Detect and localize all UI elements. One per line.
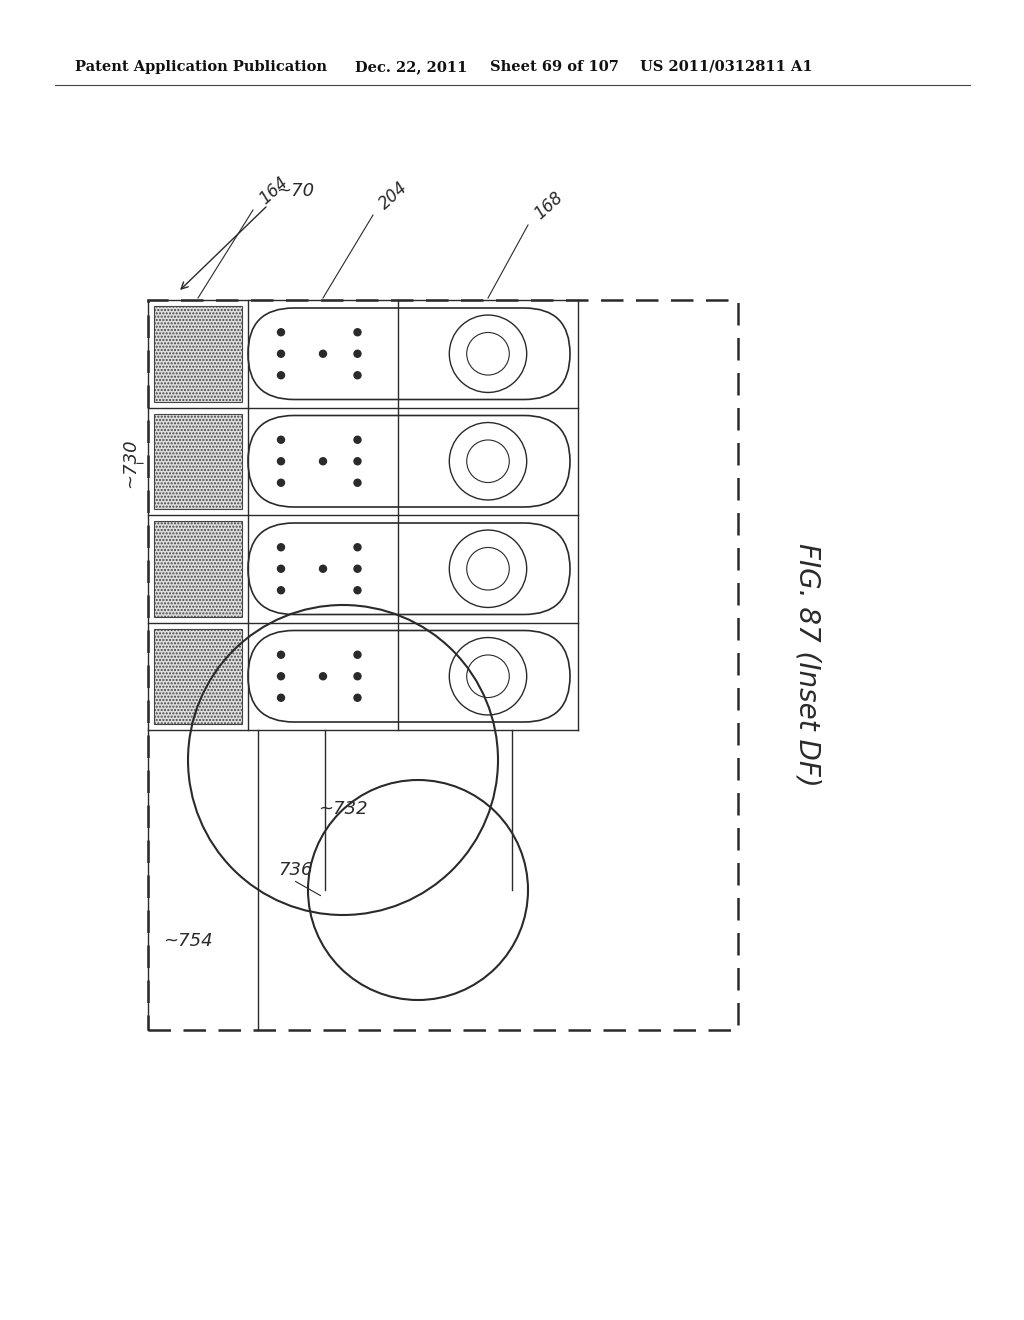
Circle shape	[354, 329, 361, 335]
Text: FIG. 87 (Inset DF): FIG. 87 (Inset DF)	[794, 543, 822, 787]
Text: ~730: ~730	[121, 438, 139, 488]
Text: 736: 736	[278, 861, 312, 879]
Circle shape	[354, 479, 361, 486]
Bar	[154, 521, 242, 616]
Circle shape	[319, 458, 327, 465]
Circle shape	[278, 436, 285, 444]
Circle shape	[354, 458, 361, 465]
Text: Sheet 69 of 107: Sheet 69 of 107	[490, 59, 618, 74]
Bar	[154, 413, 242, 510]
Text: Patent Application Publication: Patent Application Publication	[75, 59, 327, 74]
Circle shape	[354, 436, 361, 444]
Text: US 2011/0312811 A1: US 2011/0312811 A1	[640, 59, 813, 74]
Circle shape	[319, 673, 327, 680]
Circle shape	[278, 329, 285, 335]
Text: ~732: ~732	[318, 800, 368, 818]
Circle shape	[354, 587, 361, 594]
Text: 204: 204	[376, 178, 412, 213]
Circle shape	[354, 694, 361, 701]
Text: ~70: ~70	[276, 182, 314, 201]
Circle shape	[278, 458, 285, 465]
Bar	[154, 306, 242, 401]
Circle shape	[278, 565, 285, 573]
Circle shape	[278, 694, 285, 701]
Bar	[148, 300, 738, 1030]
Text: ~754: ~754	[163, 932, 213, 950]
Text: 168: 168	[531, 189, 566, 223]
Text: 164: 164	[256, 173, 292, 209]
Circle shape	[278, 350, 285, 358]
Circle shape	[319, 565, 327, 573]
Circle shape	[354, 350, 361, 358]
Circle shape	[354, 544, 361, 550]
Circle shape	[354, 372, 361, 379]
Circle shape	[278, 587, 285, 594]
Circle shape	[319, 350, 327, 358]
Text: Dec. 22, 2011: Dec. 22, 2011	[355, 59, 467, 74]
Circle shape	[354, 673, 361, 680]
Circle shape	[278, 651, 285, 659]
Circle shape	[278, 673, 285, 680]
Circle shape	[278, 544, 285, 550]
Circle shape	[278, 372, 285, 379]
Circle shape	[278, 479, 285, 486]
Circle shape	[354, 565, 361, 573]
Bar	[154, 628, 242, 723]
Circle shape	[354, 651, 361, 659]
